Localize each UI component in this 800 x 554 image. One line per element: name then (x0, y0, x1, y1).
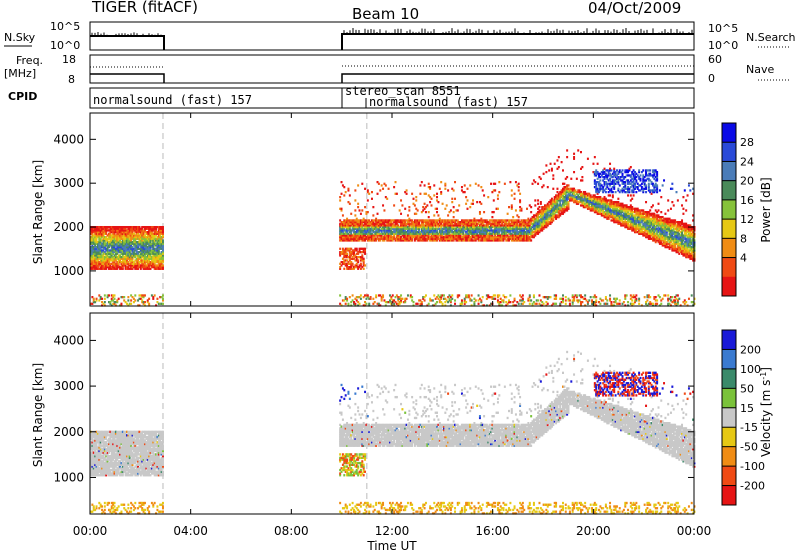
freq-left-tick-top: 18 (62, 53, 76, 66)
cpid-label: CPID (8, 90, 37, 103)
colorbar-swatch (722, 276, 736, 297)
velocity-colorbar-label: Velocity [m s-1] (759, 367, 774, 457)
colorbar-swatch (722, 180, 736, 201)
colorbar-tick: 16 (740, 194, 754, 207)
power-ylabel: Slant Range [km] (31, 160, 45, 264)
y-tick-label: 1000 (53, 264, 84, 278)
colorbar-tick: 24 (740, 155, 754, 168)
x-tick-label: 16:00 (475, 524, 510, 538)
date-label: 04/Oct/2009 (588, 0, 681, 17)
velocity-colorbar: 200 100 50 15 -15 -50 -100 -200 (721, 329, 765, 506)
y-tick-label: 3000 (53, 379, 84, 393)
colorbar-tick: 4 (740, 252, 747, 265)
colorbar-tick: -200 (740, 480, 765, 493)
cpid-entry-3: normalsound (fast) 157 (369, 95, 528, 109)
colorbar-tick: -50 (740, 441, 758, 454)
cpid-entry-1: normalsound (fast) 157 (93, 93, 252, 107)
nsky-trace-2 (341, 33, 694, 50)
colorbar-tick: 28 (740, 136, 754, 149)
power-colorbar: 28 24 20 16 12 8 4 (721, 122, 754, 297)
x-tick-label: 08:00 (274, 524, 309, 538)
freq-right-tick-bottom: 0 (708, 72, 715, 85)
colorbar-swatch (722, 446, 736, 467)
y-tick-label: 3000 (53, 176, 84, 190)
nave-label: Nave (746, 63, 774, 76)
nsky-left-tick-top: 10^5 (50, 20, 80, 33)
y-tick-label: 2000 (53, 425, 84, 439)
velocity-panel: 1000 2000 3000 4000 Slant Range [km] 200 100… (31, 312, 774, 515)
freq-label-2: [MHz] (4, 67, 36, 80)
x-tick-label: 00:00 (677, 524, 712, 538)
y-tick-label: 1000 (53, 470, 84, 484)
nsky-label: N.Sky (4, 31, 36, 44)
colorbar-tick: -100 (740, 460, 765, 473)
colorbar-swatch (722, 466, 736, 487)
y-tick-label: 2000 (53, 220, 84, 234)
colorbar-tick: 50 (740, 382, 754, 395)
colorbar-swatch (722, 219, 736, 239)
colorbar-tick: 20 (740, 175, 754, 188)
x-tick-label: 04:00 (173, 524, 208, 538)
power-data-layer (90, 113, 696, 307)
colorbar-tick: 8 (740, 232, 747, 245)
freq-right-tick-top: 60 (708, 53, 722, 66)
x-tick-label: 00:00 (73, 524, 108, 538)
colorbar-swatch (722, 238, 736, 259)
colorbar-swatch (722, 330, 736, 350)
power-colorbar-label: Power [dB] (759, 177, 773, 242)
nsky-trace-1 (90, 35, 165, 50)
xaxis-label: Time UT (366, 539, 417, 553)
freq-left-tick-bottom: 8 (68, 73, 75, 86)
velocity-ylabel: Slant Range [km] (31, 363, 45, 467)
colorbar-swatch (722, 142, 736, 162)
nsky-right-tick-top: 10^5 (708, 22, 738, 35)
time-axis: 00:00 04:00 08:00 12:00 16:00 20:00 00:00 (73, 113, 712, 538)
colorbar-tick: -15 (740, 421, 758, 434)
colorbar-swatch (722, 388, 736, 409)
freq-panel: Freq. [MHz] 18 8 60 0 Nave (4, 53, 790, 86)
colorbar-tick: 100 (740, 363, 761, 376)
beam-label: Beam 10 (352, 5, 419, 23)
colorbar-tick: 12 (740, 213, 754, 226)
nsky-right-tick-bottom: 10^0 (708, 39, 738, 52)
nsearch-label: N.Search (746, 31, 796, 44)
cpid-panel: CPID normalsound (fast) 157 stereo_scan … (8, 84, 695, 109)
colorbar-swatch (722, 257, 736, 278)
freq-trace-1 (90, 73, 165, 83)
x-tick-label: 20:00 (576, 524, 611, 538)
nsky-left-tick-bottom: 10^0 (50, 39, 80, 52)
colorbar-swatch (722, 485, 736, 506)
x-tick-label: 12:00 (375, 524, 410, 538)
y-tick-label: 4000 (53, 132, 84, 146)
colorbar-swatch (722, 199, 736, 220)
power-panel: 1000 2000 3000 4000 Slant Range [km] 28 24 20… (31, 112, 773, 307)
colorbar-tick: 200 (740, 343, 761, 356)
velocity-data-layer (90, 313, 696, 515)
colorbar-tick: 15 (740, 402, 754, 415)
colorbar-swatch (722, 123, 736, 143)
nsky-panel: N.Sky 10^5 10^0 10^5 10^0 N.Search (4, 20, 796, 52)
colorbar-swatch (722, 349, 736, 370)
colorbar-swatch (722, 427, 736, 448)
plot-title: TIGER (fitACF) (91, 0, 198, 16)
freq-label-1: Freq. (16, 54, 43, 67)
colorbar-swatch (722, 407, 736, 428)
colorbar-swatch (722, 161, 736, 182)
cpid-entry-2: stereo_scan 8551 (345, 84, 461, 98)
colorbar-swatch (722, 368, 736, 389)
y-tick-label: 4000 (53, 333, 84, 347)
freq-trace-2 (341, 73, 694, 83)
